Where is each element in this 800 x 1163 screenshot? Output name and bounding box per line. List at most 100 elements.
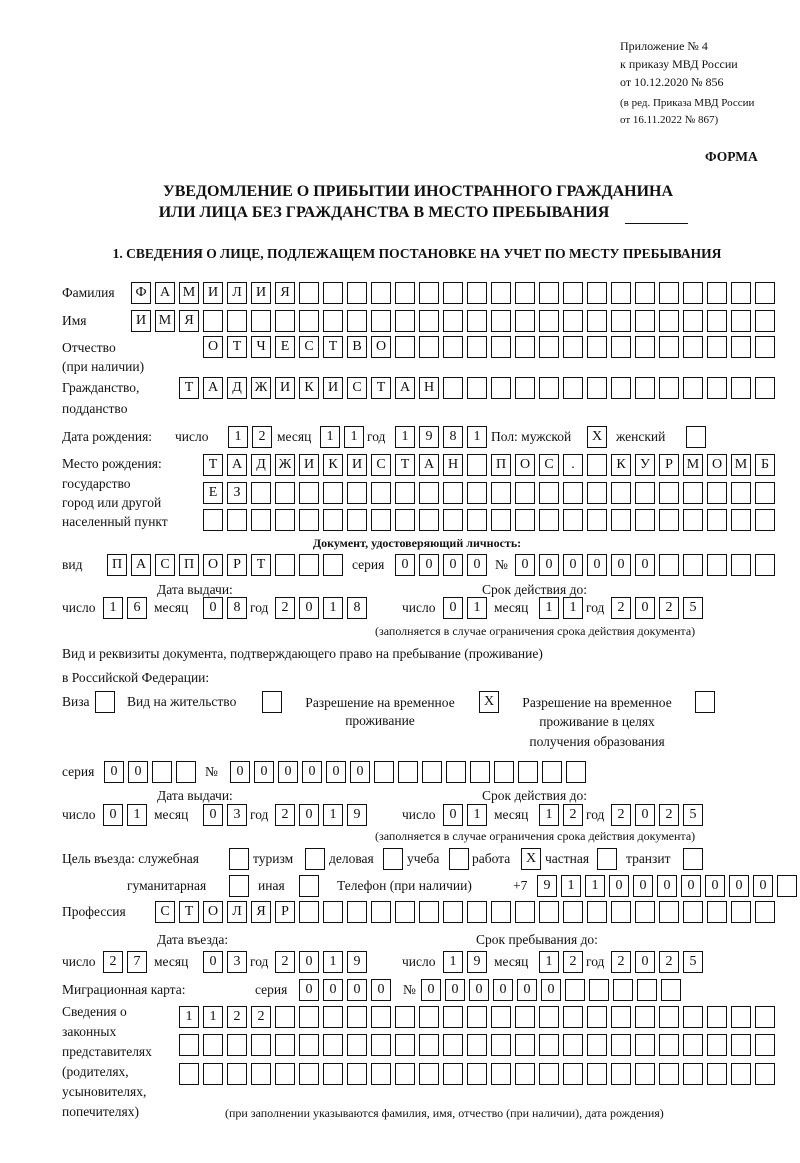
char-cell[interactable] — [491, 336, 511, 358]
char-cell[interactable] — [659, 1034, 679, 1056]
char-cell[interactable] — [515, 901, 535, 923]
char-cell[interactable] — [731, 1006, 751, 1028]
char-cell[interactable]: 2 — [275, 804, 295, 826]
char-cell[interactable]: Н — [419, 377, 439, 399]
char-cell[interactable] — [659, 554, 679, 576]
char-cell[interactable] — [755, 554, 775, 576]
char-cell[interactable] — [203, 1034, 223, 1056]
char-cell[interactable] — [683, 554, 703, 576]
char-cell[interactable]: 9 — [347, 804, 367, 826]
char-cell[interactable] — [152, 761, 172, 783]
char-cell[interactable] — [635, 1034, 655, 1056]
char-cell[interactable] — [299, 1034, 319, 1056]
char-cell[interactable] — [659, 1006, 679, 1028]
char-cell[interactable] — [635, 282, 655, 304]
char-cell[interactable] — [635, 482, 655, 504]
checkbox[interactable] — [383, 848, 403, 870]
char-cell[interactable] — [635, 1063, 655, 1085]
char-cell[interactable]: 0 — [395, 554, 415, 576]
char-cell[interactable] — [539, 282, 559, 304]
char-cell[interactable]: О — [515, 454, 535, 476]
char-cell[interactable]: 9 — [419, 426, 439, 448]
char-cell[interactable]: М — [155, 310, 175, 332]
char-cell[interactable] — [611, 1006, 631, 1028]
char-cell[interactable] — [731, 282, 751, 304]
char-cell[interactable]: Р — [659, 454, 679, 476]
char-cell[interactable]: 1 — [467, 804, 487, 826]
char-cell[interactable] — [707, 336, 727, 358]
char-cell[interactable]: 2 — [611, 951, 631, 973]
char-cell[interactable] — [227, 509, 247, 531]
char-cell[interactable] — [659, 509, 679, 531]
char-cell[interactable] — [374, 761, 394, 783]
char-cell[interactable] — [731, 901, 751, 923]
checkbox[interactable] — [695, 691, 715, 713]
char-cell[interactable]: . — [563, 454, 583, 476]
checkbox[interactable]: X — [479, 691, 499, 713]
char-cell[interactable]: 0 — [541, 979, 561, 1001]
char-cell[interactable]: 2 — [563, 804, 583, 826]
char-cell[interactable] — [446, 761, 466, 783]
char-cell[interactable] — [563, 482, 583, 504]
char-cell[interactable] — [515, 1063, 535, 1085]
char-cell[interactable]: И — [323, 377, 343, 399]
char-cell[interactable] — [443, 482, 463, 504]
char-cell[interactable]: Р — [227, 554, 247, 576]
char-cell[interactable]: Л — [227, 282, 247, 304]
char-cell[interactable]: 5 — [683, 597, 703, 619]
char-cell[interactable] — [707, 901, 727, 923]
char-cell[interactable] — [755, 310, 775, 332]
char-cell[interactable]: К — [299, 377, 319, 399]
char-cell[interactable]: Я — [251, 901, 271, 923]
char-cell[interactable] — [539, 482, 559, 504]
char-cell[interactable]: 1 — [320, 426, 340, 448]
char-cell[interactable] — [587, 1034, 607, 1056]
char-cell[interactable] — [683, 1006, 703, 1028]
char-cell[interactable]: Д — [251, 454, 271, 476]
char-cell[interactable] — [611, 1034, 631, 1056]
char-cell[interactable] — [395, 336, 415, 358]
char-cell[interactable]: 2 — [563, 951, 583, 973]
char-cell[interactable] — [683, 336, 703, 358]
char-cell[interactable] — [251, 1034, 271, 1056]
char-cell[interactable]: 2 — [659, 804, 679, 826]
char-cell[interactable]: И — [203, 282, 223, 304]
char-cell[interactable]: 8 — [347, 597, 367, 619]
char-cell[interactable]: 0 — [278, 761, 298, 783]
checkbox[interactable] — [229, 875, 249, 897]
char-cell[interactable] — [563, 509, 583, 531]
char-cell[interactable]: Д — [227, 377, 247, 399]
char-cell[interactable] — [176, 761, 196, 783]
char-cell[interactable]: 1 — [395, 426, 415, 448]
char-cell[interactable] — [419, 282, 439, 304]
char-cell[interactable]: 0 — [104, 761, 124, 783]
char-cell[interactable]: 0 — [517, 979, 537, 1001]
char-cell[interactable] — [683, 377, 703, 399]
char-cell[interactable] — [227, 310, 247, 332]
char-cell[interactable] — [563, 1063, 583, 1085]
char-cell[interactable] — [518, 761, 538, 783]
char-cell[interactable] — [589, 979, 609, 1001]
char-cell[interactable]: 1 — [443, 951, 463, 973]
char-cell[interactable] — [467, 454, 487, 476]
char-cell[interactable] — [611, 310, 631, 332]
char-cell[interactable]: 0 — [729, 875, 749, 897]
char-cell[interactable]: 0 — [587, 554, 607, 576]
char-cell[interactable] — [203, 310, 223, 332]
char-cell[interactable]: Ж — [251, 377, 271, 399]
char-cell[interactable]: 0 — [103, 804, 123, 826]
char-cell[interactable]: С — [347, 377, 367, 399]
char-cell[interactable]: 9 — [537, 875, 557, 897]
char-cell[interactable]: 0 — [515, 554, 535, 576]
char-cell[interactable]: И — [275, 377, 295, 399]
char-cell[interactable] — [347, 282, 367, 304]
char-cell[interactable] — [635, 377, 655, 399]
char-cell[interactable] — [563, 282, 583, 304]
char-cell[interactable] — [491, 1063, 511, 1085]
char-cell[interactable] — [371, 1063, 391, 1085]
char-cell[interactable] — [371, 1034, 391, 1056]
char-cell[interactable]: О — [371, 336, 391, 358]
char-cell[interactable] — [419, 310, 439, 332]
char-cell[interactable]: 5 — [683, 804, 703, 826]
char-cell[interactable] — [299, 554, 319, 576]
